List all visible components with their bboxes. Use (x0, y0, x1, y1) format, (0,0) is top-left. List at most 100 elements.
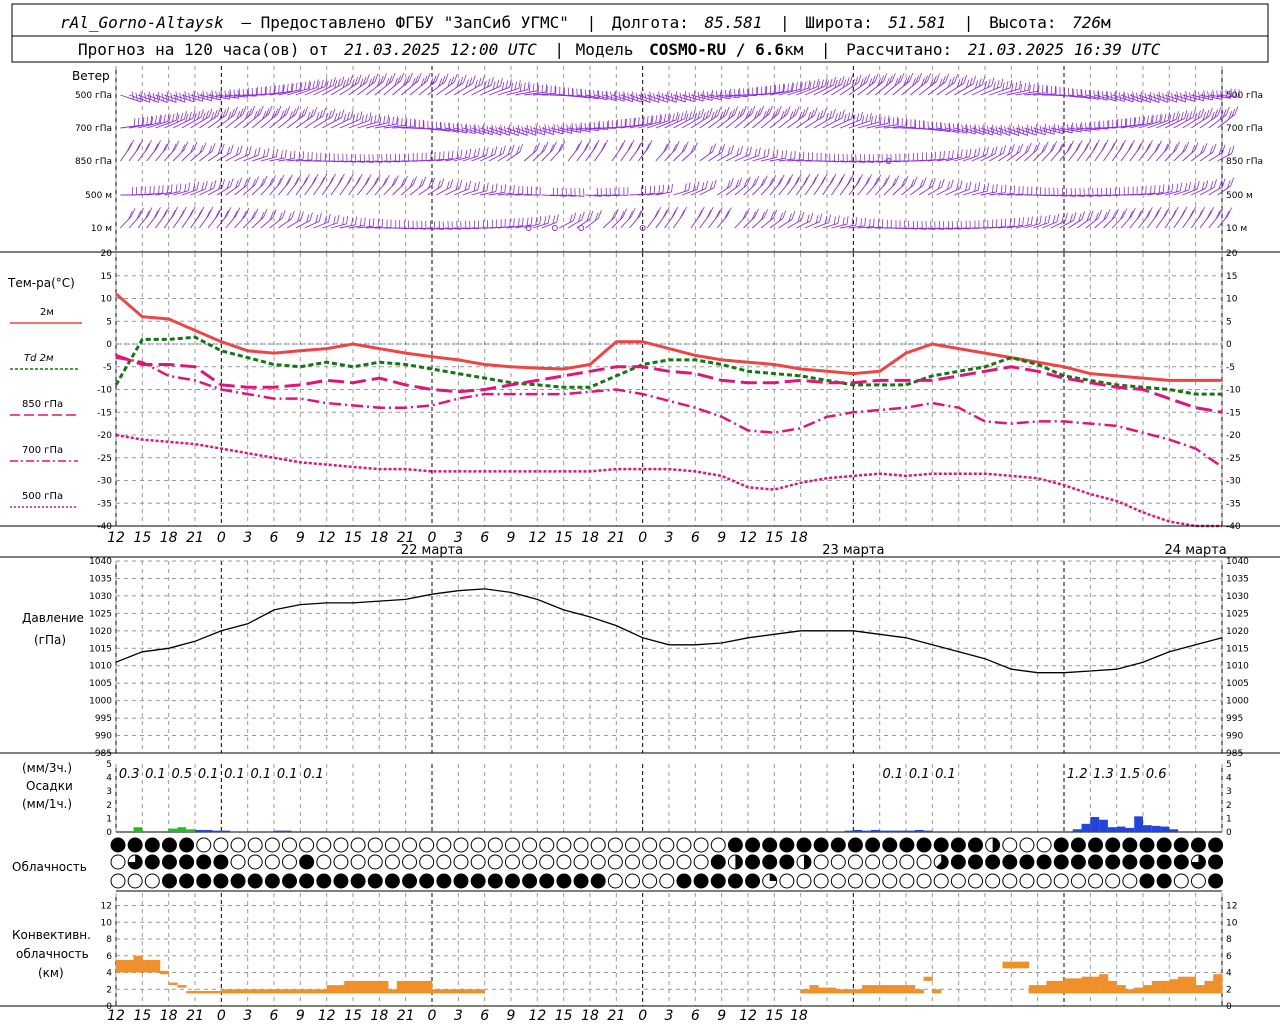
cloud-fill (992, 838, 1000, 853)
wind-flag (1197, 210, 1203, 219)
wind-barb (453, 127, 476, 135)
temp-tick-right: -40 (1226, 522, 1241, 532)
wind-flag (752, 178, 757, 188)
wind-flag (948, 150, 950, 159)
wind-flag (304, 81, 307, 90)
wind-flag (144, 92, 147, 102)
wind-flag (909, 72, 914, 82)
wind-flag (456, 150, 459, 159)
wind-flag (1209, 107, 1213, 116)
wind-flag (1131, 93, 1134, 103)
wind-flag (682, 206, 688, 216)
wind-flag (500, 124, 503, 133)
station-name: rAl_Gorno-Altaysk (60, 13, 224, 32)
wind-flag (846, 216, 849, 225)
wind-barb (734, 215, 747, 229)
cloud-circle (350, 837, 366, 853)
wind-flag (1062, 123, 1065, 132)
wind-flag (193, 113, 197, 122)
temp-tick-left: 20 (101, 249, 113, 259)
conv-bar (1169, 979, 1179, 994)
wind-flag (304, 106, 309, 115)
precip-tick-right: 3 (1226, 787, 1232, 797)
wind-flag (763, 209, 768, 218)
cloud-circle (727, 837, 743, 853)
wind-flag (717, 207, 723, 216)
wind-flag (265, 108, 270, 117)
wind-flag (327, 214, 331, 223)
wind-flag (842, 217, 845, 226)
conv-bar (370, 980, 380, 994)
wind-flag (437, 180, 441, 189)
wind-flag (570, 125, 573, 134)
wind-barb (146, 94, 168, 103)
wind-flag (459, 180, 463, 189)
wind-flag (225, 107, 230, 116)
wind-flag (1218, 180, 1223, 189)
wind-flag (667, 112, 670, 121)
wind-flag (874, 115, 877, 124)
wind-flag (1205, 180, 1209, 189)
wind-flag (754, 148, 757, 158)
wind-flag (502, 145, 506, 154)
cloud-circle (590, 854, 606, 870)
wind-flag (385, 174, 390, 184)
wind-barb (488, 191, 505, 196)
wind-flag (1027, 217, 1029, 226)
cloud-symbol (1173, 873, 1189, 889)
wind-flag (297, 213, 301, 222)
wind-flag (355, 216, 357, 225)
wind-flag (825, 112, 829, 122)
wind-flag (693, 90, 697, 99)
cloud-symbol (539, 873, 555, 889)
wind-flag (1018, 124, 1021, 133)
wind-flag (945, 73, 949, 83)
cloud-symbol (316, 854, 332, 870)
wind-flag (646, 116, 649, 125)
wind-flag (1049, 144, 1055, 153)
cloud-symbol (402, 854, 418, 870)
wind-flag (487, 78, 491, 88)
wind-flag (221, 179, 225, 188)
wind-flag (699, 206, 705, 216)
cloud-symbol (607, 854, 623, 870)
cloud-circle (556, 873, 572, 889)
cloud-symbol (727, 837, 743, 853)
wind-flag (635, 92, 639, 101)
wind-flag (539, 125, 542, 134)
wind-flag (481, 126, 485, 135)
wind-flag (206, 91, 209, 100)
wind-flag (482, 124, 486, 133)
wind-flag (319, 109, 323, 119)
wind-flag (1184, 141, 1190, 151)
cloud-circle (316, 837, 332, 853)
wind-flag (942, 76, 946, 85)
wind-flag (1146, 115, 1149, 124)
wind-flag (791, 83, 794, 92)
cloud-circle (642, 837, 658, 853)
wind-flag (289, 111, 293, 120)
wind-flag (1004, 184, 1007, 193)
cloud-circle (1208, 854, 1224, 870)
cloud-circle (264, 837, 280, 853)
cloud-symbol (179, 837, 195, 853)
wind-flag (1007, 146, 1012, 155)
x-tick-label: 18 (160, 530, 178, 546)
wind-flag (391, 178, 396, 187)
cloud-symbol (299, 873, 315, 889)
wind-flag (259, 105, 264, 115)
wind-flag (523, 82, 526, 91)
wind-flag (1163, 113, 1167, 122)
wind-barb (313, 116, 333, 129)
cloud-circle (642, 854, 658, 870)
wind-flag (322, 107, 327, 117)
cloud-circle (299, 873, 315, 889)
wind-flag (829, 176, 834, 186)
calm-circle (885, 158, 892, 164)
wind-flag (159, 115, 162, 124)
wind-flag (1057, 124, 1060, 133)
wind-barb (962, 127, 985, 136)
wind-flag (543, 216, 547, 225)
wind-barb (524, 127, 546, 136)
precip-bar (870, 829, 880, 832)
